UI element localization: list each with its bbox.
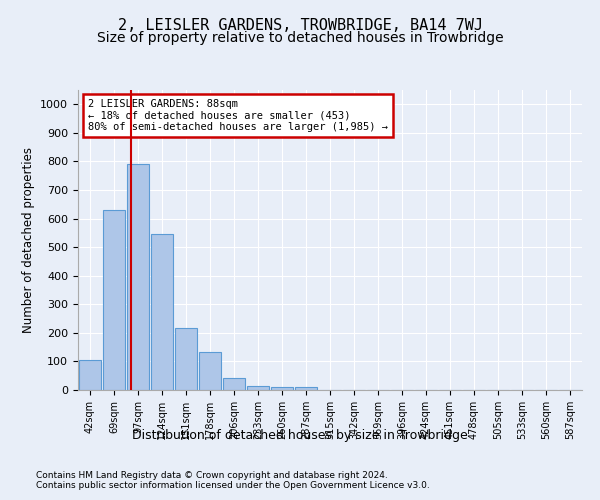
Text: 2 LEISLER GARDENS: 88sqm
← 18% of detached houses are smaller (453)
80% of semi-: 2 LEISLER GARDENS: 88sqm ← 18% of detach… [88,99,388,132]
Bar [79,360,101,390]
Bar [127,164,149,390]
Bar [271,386,293,390]
Y-axis label: Number of detached properties: Number of detached properties [22,147,35,333]
Bar [103,210,125,390]
Text: Size of property relative to detached houses in Trowbridge: Size of property relative to detached ho… [97,31,503,45]
Text: Contains public sector information licensed under the Open Government Licence v3: Contains public sector information licen… [36,481,430,490]
Text: Distribution of detached houses by size in Trowbridge: Distribution of detached houses by size … [132,428,468,442]
Text: 2, LEISLER GARDENS, TROWBRIDGE, BA14 7WJ: 2, LEISLER GARDENS, TROWBRIDGE, BA14 7WJ [118,18,482,32]
Bar [295,387,317,390]
Bar [151,234,173,390]
Bar [247,386,269,390]
Text: Contains HM Land Registry data © Crown copyright and database right 2024.: Contains HM Land Registry data © Crown c… [36,471,388,480]
Bar [223,378,245,390]
Bar [175,328,197,390]
Bar [199,352,221,390]
